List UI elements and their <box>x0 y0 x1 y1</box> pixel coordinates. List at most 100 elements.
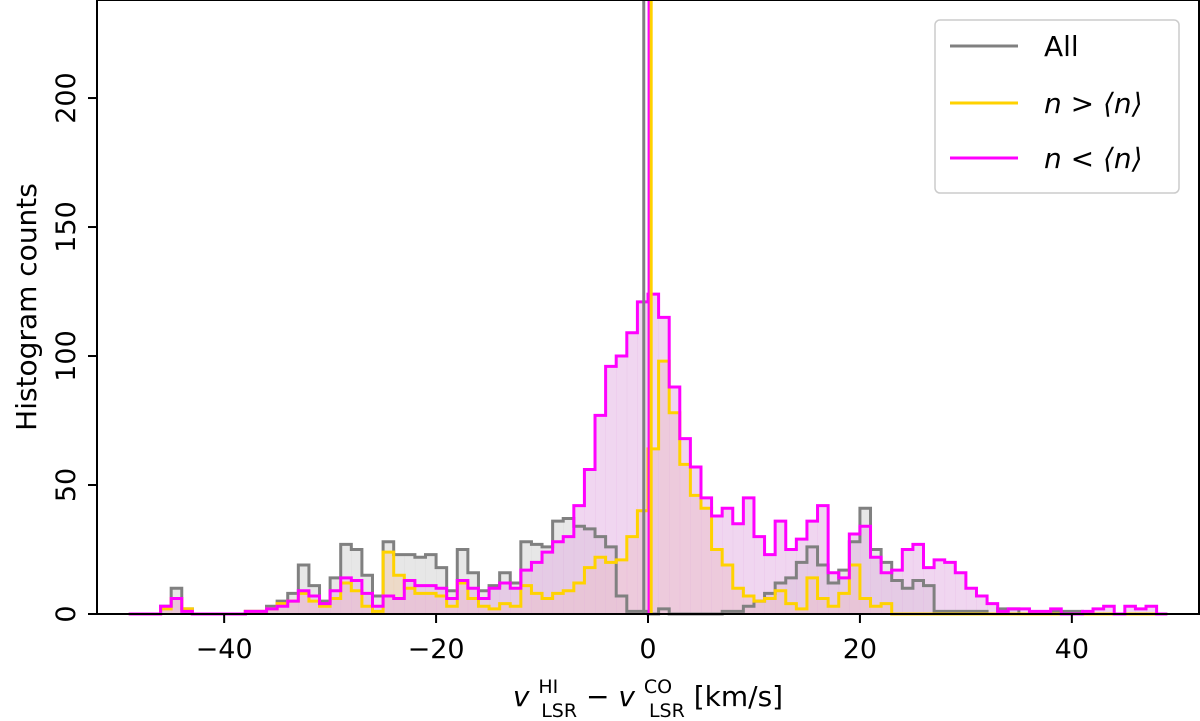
histogram-bar-low-density <box>340 577 352 614</box>
histogram-bar-low-density <box>414 585 426 614</box>
legend: All n > ⟨n⟩ n < ⟨n⟩ <box>934 19 1180 194</box>
histogram-bar-low-density <box>934 559 946 614</box>
histogram-bar-low-density <box>563 536 575 614</box>
histogram-step-low-density <box>128 292 1168 616</box>
histogram-bar-low-density <box>531 562 543 614</box>
x-axis-ticks: −40 −20 0 20 40 <box>196 614 1089 665</box>
x-axis-label: v HI LSR − v CO LSR [km/s] <box>513 667 783 721</box>
histogram-bar-low-density <box>891 570 903 614</box>
histogram-bar-low-density <box>510 588 522 614</box>
histogram-bars-low-density <box>160 294 1158 614</box>
histogram-bar-low-density <box>436 588 448 614</box>
histogram-bar-low-density <box>351 580 363 614</box>
histogram-bar-low-density <box>987 603 999 614</box>
histogram-bar-low-density <box>859 526 871 614</box>
legend-label-all: All <box>1044 30 1079 63</box>
histogram-bar-low-density <box>732 523 744 614</box>
histogram-bar-low-density <box>1093 608 1105 614</box>
histogram-bar-low-density <box>1018 608 1030 614</box>
y-tick-label: 0 <box>51 605 82 622</box>
histogram-bar-low-density <box>298 590 310 614</box>
histogram-step-all <box>128 506 1168 616</box>
histogram-bar-low-density <box>849 534 861 614</box>
y-tick-label: 100 <box>51 330 82 382</box>
histogram-bar-low-density <box>944 562 956 614</box>
histogram-bar-low-density <box>923 567 935 614</box>
histogram-bar-low-density <box>743 497 755 614</box>
legend-label-low-density: n < ⟨n⟩ <box>1044 142 1143 175</box>
histogram-bar-low-density <box>319 603 331 614</box>
histogram-bar-low-density <box>785 549 797 614</box>
histogram-bar-low-density <box>955 572 967 614</box>
histogram-bar-low-density <box>573 505 585 614</box>
histogram-bar-low-density <box>393 598 405 614</box>
histogram-bar-low-density <box>679 438 691 614</box>
histogram-bar-low-density <box>404 580 416 614</box>
histogram-bar-low-density <box>626 332 638 614</box>
x-tick-label: 20 <box>843 634 877 665</box>
histogram-bar-low-density <box>457 580 469 614</box>
histogram-bar-low-density <box>595 415 607 614</box>
histogram-bar-low-density <box>489 588 501 614</box>
y-tick-label: 50 <box>51 468 82 502</box>
histogram-bar-low-density <box>1008 608 1020 614</box>
y-tick-label: 200 <box>51 72 82 124</box>
histogram-bar-high-density <box>383 552 395 614</box>
histogram-bar-low-density <box>520 570 532 614</box>
histogram-bar-low-density <box>584 469 596 614</box>
histogram-bar-low-density <box>383 595 395 614</box>
histogram-bar-low-density <box>266 608 278 614</box>
histogram-step-high-density <box>128 359 1168 616</box>
y-tick-label: 150 <box>51 201 82 253</box>
histogram-bar-low-density <box>425 585 437 614</box>
histogram-bar-low-density <box>806 521 818 614</box>
histogram-steps <box>128 292 1168 616</box>
histogram-bar-low-density <box>467 588 479 614</box>
histogram-bar-low-density <box>616 356 628 614</box>
x-tick-label: 0 <box>639 634 656 665</box>
histogram-bar-low-density <box>171 598 183 614</box>
legend-box <box>934 19 1180 194</box>
x-tick-label: −40 <box>196 634 253 665</box>
histogram-bar-low-density <box>658 317 670 614</box>
histogram-bar-low-density <box>1146 606 1158 614</box>
histogram-bar-low-density <box>542 552 554 614</box>
histogram-bar-low-density <box>881 572 893 614</box>
reference-lines <box>642 0 653 614</box>
histogram-bar-low-density <box>277 606 289 614</box>
histogram-bar-low-density <box>361 593 373 614</box>
histogram-bar-low-density <box>1124 606 1136 614</box>
histogram-bar-low-density <box>648 294 659 614</box>
histogram-bar-low-density <box>902 549 914 614</box>
histogram-bar-low-density <box>965 588 977 614</box>
histogram-bar-low-density <box>605 366 617 614</box>
histogram-bar-low-density <box>753 536 765 614</box>
histogram-bar-high-density <box>393 575 405 614</box>
legend-label-high-density: n > ⟨n⟩ <box>1044 87 1143 120</box>
histogram-bar-low-density <box>669 386 681 614</box>
histogram-bar-low-density <box>764 554 776 614</box>
histogram-bar-low-density <box>700 497 712 614</box>
histogram-bar-low-density <box>775 521 787 614</box>
x-tick-label: −20 <box>408 634 465 665</box>
histogram-bar-low-density <box>1103 606 1115 614</box>
y-axis-label: Histogram counts <box>10 183 43 431</box>
histogram-bar-low-density <box>870 557 882 614</box>
histogram-bar-low-density <box>828 572 840 614</box>
histogram-bar-low-density <box>1135 608 1147 614</box>
histogram-bar-low-density <box>838 577 850 614</box>
histogram-fills <box>160 294 1158 614</box>
histogram-bar-low-density <box>330 590 342 614</box>
histogram-bar-low-density <box>499 583 511 614</box>
histogram-bar-low-density <box>690 466 702 614</box>
histogram-bar-low-density <box>287 601 299 614</box>
histogram-bar-low-density <box>711 515 723 614</box>
x-tick-label: 40 <box>1055 634 1089 665</box>
histogram-bar-low-density <box>817 505 829 614</box>
histogram-bar-low-density <box>552 541 564 614</box>
histogram-bar-low-density <box>796 539 808 614</box>
y-axis-ticks: 0 50 100 150 200 <box>51 72 97 623</box>
histogram-bar-low-density <box>976 595 988 614</box>
histogram-bar-low-density <box>308 595 320 614</box>
